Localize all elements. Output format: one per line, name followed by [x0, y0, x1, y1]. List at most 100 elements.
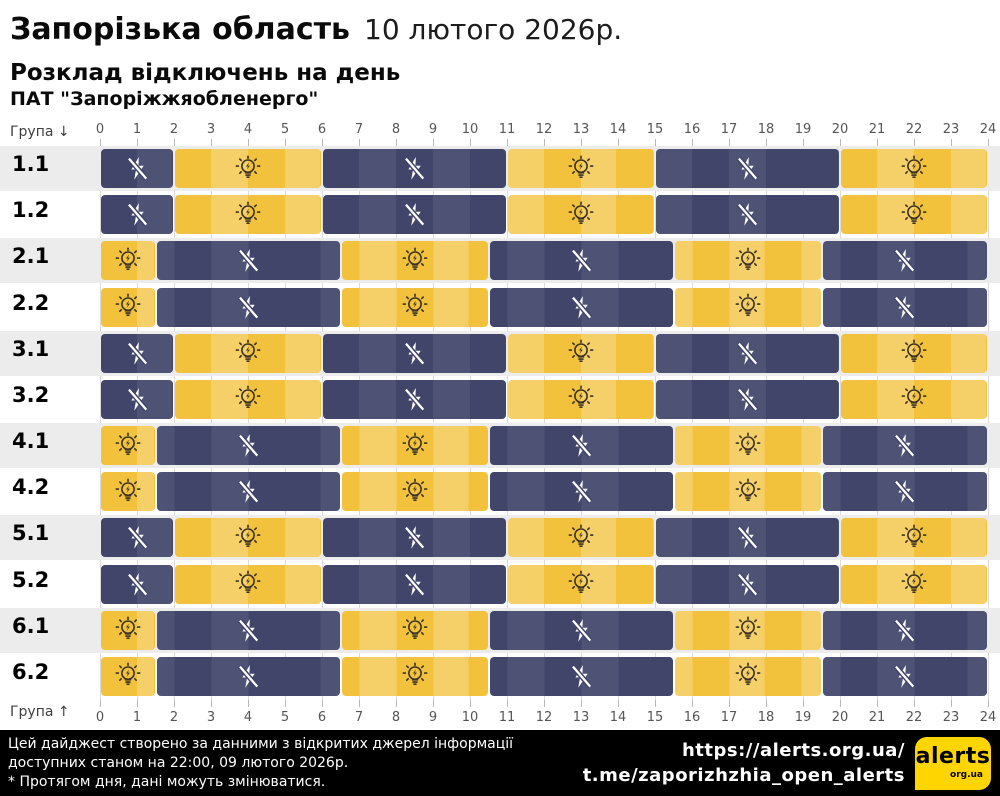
- hour-tick: [544, 139, 545, 146]
- power-off-icon: [126, 572, 148, 596]
- hour-tick: [285, 700, 286, 707]
- power-on-segment: [101, 287, 155, 327]
- lightbulb-icon: [115, 662, 141, 686]
- hour-tick: [692, 700, 693, 707]
- hour-label: 0: [95, 710, 105, 725]
- hour-tick: [581, 139, 582, 146]
- hour-tick: [692, 139, 693, 146]
- hour-label: 5: [280, 710, 290, 725]
- power-on-segment: [341, 610, 488, 650]
- power-off-segment: [156, 656, 340, 696]
- lightbulb-icon: [115, 478, 141, 501]
- power-on-segment: [841, 195, 987, 235]
- power-off-icon: [736, 572, 759, 596]
- footer-note-line: * Протягом дня, дані можуть змінюватися.: [8, 774, 326, 790]
- power-off-icon: [237, 618, 259, 642]
- hour-tick: [137, 139, 138, 146]
- lightbulb-icon: [402, 247, 427, 270]
- hour-tick: [951, 700, 952, 707]
- hour-label: 16: [683, 122, 701, 137]
- group-label: 1.2: [12, 198, 50, 223]
- power-off-segment: [489, 656, 673, 696]
- hour-label: 14: [609, 122, 627, 137]
- power-on-segment: [175, 379, 321, 419]
- company-name: ПАТ "Запоріжжяобленерго": [10, 88, 319, 110]
- lightbulb-icon: [735, 293, 760, 316]
- power-off-segment: [656, 564, 839, 604]
- hour-label: 8: [391, 122, 401, 137]
- group-label: 4.1: [12, 429, 50, 453]
- power-on-segment: [841, 379, 987, 419]
- power-off-icon: [736, 341, 759, 365]
- power-off-segment: [656, 333, 839, 373]
- power-off-segment: [156, 426, 340, 465]
- hour-tick: [211, 139, 212, 146]
- hour-label: 4: [243, 710, 253, 725]
- power-off-segment: [101, 564, 173, 604]
- schedule-row: 2.2: [0, 285, 1000, 330]
- power-off-segment: [156, 241, 340, 281]
- group-axis-label-bottom: Група ↑: [10, 704, 70, 720]
- hour-tick: [840, 700, 841, 707]
- power-off-icon: [894, 664, 916, 689]
- lightbulb-icon: [901, 524, 927, 547]
- power-off-icon: [237, 433, 259, 458]
- hour-tick: [507, 139, 508, 146]
- hour-label: 14: [609, 710, 627, 725]
- hour-label: 19: [794, 710, 812, 725]
- schedule-row: 4.2: [0, 469, 1000, 514]
- lightbulb-icon: [568, 339, 594, 363]
- hour-label: 22: [905, 710, 923, 725]
- hour-tick: [618, 139, 619, 146]
- hour-label: 1: [132, 122, 142, 137]
- hour-tick: [618, 700, 619, 707]
- power-off-segment: [489, 426, 673, 465]
- hour-tick: [100, 139, 101, 146]
- power-off-segment: [822, 610, 987, 650]
- power-off-segment: [656, 195, 839, 235]
- power-off-icon: [894, 295, 916, 319]
- power-on-segment: [175, 564, 321, 604]
- lightbulb-icon: [235, 155, 261, 178]
- group-label: 6.1: [12, 613, 50, 638]
- lightbulb-icon: [901, 339, 927, 363]
- lightbulb-icon: [568, 570, 594, 593]
- hour-label: 10: [461, 710, 479, 725]
- power-off-segment: [822, 426, 987, 465]
- power-on-segment: [841, 518, 987, 558]
- power-on-segment: [341, 241, 488, 281]
- hour-tick: [655, 139, 656, 146]
- power-off-icon: [570, 433, 592, 458]
- power-on-segment: [175, 333, 321, 373]
- lightbulb-icon: [901, 385, 927, 409]
- hour-tick: [766, 700, 767, 707]
- power-on-segment: [508, 149, 654, 188]
- hour-label: 7: [354, 122, 364, 137]
- power-on-segment: [341, 472, 488, 512]
- power-off-icon: [403, 156, 426, 181]
- hour-label: 11: [498, 710, 516, 725]
- power-off-segment: [822, 287, 987, 327]
- hour-label: 21: [868, 122, 886, 137]
- power-off-segment: [822, 241, 987, 281]
- power-off-icon: [126, 387, 148, 412]
- lightbulb-icon: [402, 616, 427, 640]
- power-off-segment: [323, 195, 506, 235]
- hour-tick: [285, 139, 286, 146]
- group-label: 2.1: [12, 244, 50, 269]
- power-off-icon: [736, 156, 759, 181]
- hour-label: 15: [646, 122, 664, 137]
- schedule-row: 3.1: [0, 330, 1000, 376]
- hour-tick: [174, 139, 175, 146]
- power-off-segment: [101, 195, 173, 235]
- lightbulb-icon: [901, 201, 927, 224]
- group-label: 4.2: [12, 475, 50, 500]
- power-on-segment: [841, 333, 987, 373]
- hour-tick: [914, 139, 915, 146]
- schedule-row: 3.2: [0, 377, 1000, 422]
- date: 10 лютого 2026р.: [364, 13, 623, 46]
- lightbulb-icon: [115, 247, 141, 270]
- power-off-icon: [126, 526, 148, 550]
- schedule-row: 6.2: [0, 654, 1000, 699]
- footer-note-line: доступних станом на 22:00, 09 лютого 202…: [8, 755, 349, 771]
